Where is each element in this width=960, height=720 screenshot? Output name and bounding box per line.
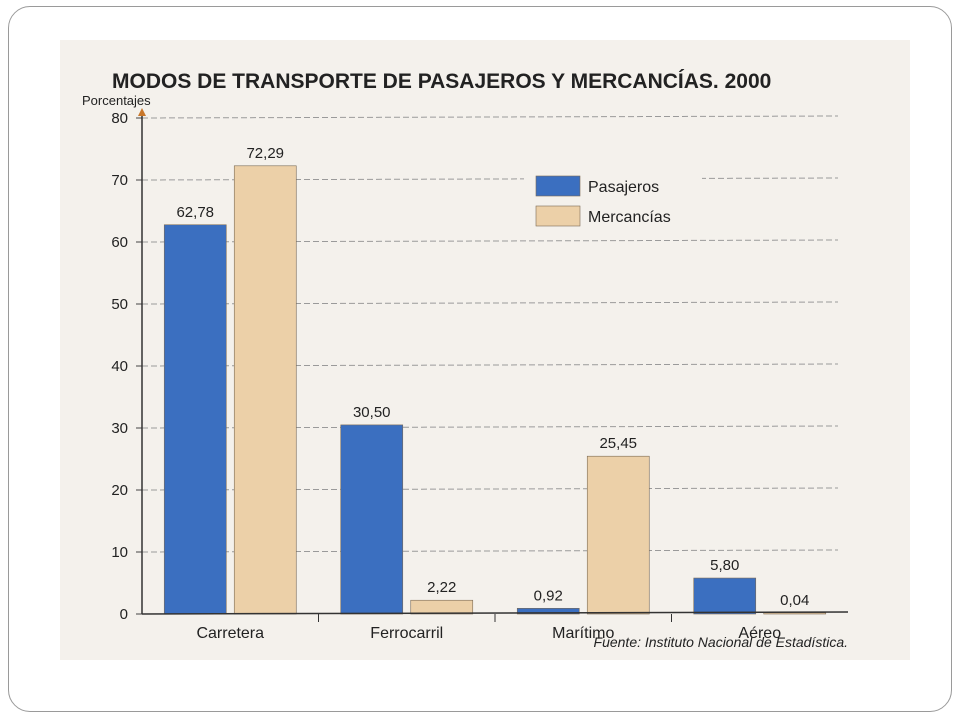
- x-axis-line: [141, 611, 849, 615]
- bar-mercancías: [410, 599, 474, 615]
- y-axis-arrow: [138, 108, 146, 116]
- data-label: 30,50: [353, 404, 391, 421]
- data-label: 0,92: [534, 587, 563, 604]
- source-note: Fuente: Instituto Nacional de Estadístic…: [594, 634, 848, 650]
- y-tick-label: 40: [111, 358, 128, 375]
- data-label: 25,45: [599, 435, 637, 452]
- gridline: [141, 239, 839, 243]
- data-label: 2,22: [427, 579, 456, 596]
- data-label: 72,29: [246, 145, 284, 162]
- y-tick-label: 80: [111, 110, 128, 127]
- y-tick-label: 70: [111, 172, 128, 189]
- gridlines: [141, 115, 839, 553]
- data-label: 5,80: [710, 557, 739, 574]
- gridline: [141, 177, 839, 181]
- legend-label: Mercancías: [588, 209, 671, 226]
- bar-pasajeros: [163, 224, 227, 615]
- y-tick-label: 0: [120, 606, 128, 623]
- bar-pasajeros: [693, 577, 757, 615]
- gridline: [141, 487, 839, 491]
- gridline: [141, 363, 839, 367]
- x-category-label: Aéreo: [738, 625, 781, 642]
- bar-mercancías: [586, 455, 650, 615]
- legend-swatch: [535, 175, 581, 197]
- y-tick-label: 30: [111, 420, 128, 437]
- x-category-label: Carretera: [196, 625, 264, 642]
- gridline: [141, 301, 839, 305]
- gridline: [141, 549, 839, 553]
- bar-mercancías: [233, 165, 297, 615]
- bars: 62,78 72,29 30,50 2,22 0,92 25,45 5,80 0,04: [163, 145, 827, 615]
- data-label: 62,78: [176, 204, 214, 221]
- y-tick-label: 20: [111, 482, 128, 499]
- gridline: [141, 115, 839, 119]
- bar-pasajeros: [340, 424, 404, 615]
- bar-pasajeros: [516, 607, 580, 615]
- data-label: 0,04: [780, 592, 809, 609]
- legend-swatch: [535, 205, 581, 227]
- x-category-label: Ferrocarril: [370, 625, 443, 642]
- gridline: [141, 425, 839, 429]
- legend: Pasajeros Mercancías: [524, 160, 702, 236]
- y-tick-label: 10: [111, 544, 128, 561]
- legend-label: Pasajeros: [588, 179, 659, 196]
- axes: 0 10 20 30 40 50 60 70 80 Carretera Ferrocarril Mar…: [111, 108, 849, 642]
- y-tick-label: 60: [111, 234, 128, 251]
- y-tick-label: 50: [111, 296, 128, 313]
- x-category-label: Marítimo: [552, 625, 614, 642]
- chart-title: MODOS DE TRANSPORTE DE PASAJEROS Y MERCA…: [112, 70, 771, 93]
- bar-mercancías: [763, 612, 827, 615]
- y-axis-label: Porcentajes: [82, 93, 151, 108]
